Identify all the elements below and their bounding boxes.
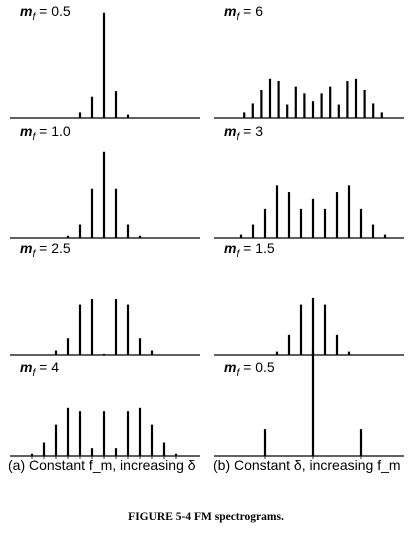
spectrum-panel-a-2: mf = 1.0: [10, 123, 200, 239]
column-a-label: (a) Constant f_m, increasing δ: [8, 457, 196, 473]
panel-title: mf = 2.5: [20, 240, 71, 260]
spectrum-panel-a-3: mf = 2.5: [10, 240, 200, 356]
panel-title: mf = 3: [224, 123, 263, 143]
panel-title: mf = 0.5: [224, 359, 275, 379]
spectrum-panel-b-2: mf = 3: [214, 123, 404, 239]
panel-title: mf = 1.5: [224, 240, 275, 260]
panel-title: mf = 0.5: [20, 3, 71, 23]
spectrum-panel-a-1: mf = 0.5: [10, 3, 200, 119]
figure-caption: FIGURE 5-4 FM spectrograms.: [128, 511, 284, 523]
spectrum-panel-a-4: mf = 4: [10, 359, 200, 459]
panel-title: mf = 4: [20, 359, 59, 379]
spectrum-panel-b-4: mf = 0.5: [214, 350, 404, 459]
panel-title: mf = 1.0: [20, 123, 71, 143]
panel-title: mf = 6: [224, 3, 263, 23]
column-b-label: (b) Constant δ, increasing f_m: [213, 457, 401, 473]
spectrum-panel-b-3: mf = 1.5: [214, 240, 404, 356]
spectrum-panel-b-1: mf = 6: [214, 3, 404, 119]
